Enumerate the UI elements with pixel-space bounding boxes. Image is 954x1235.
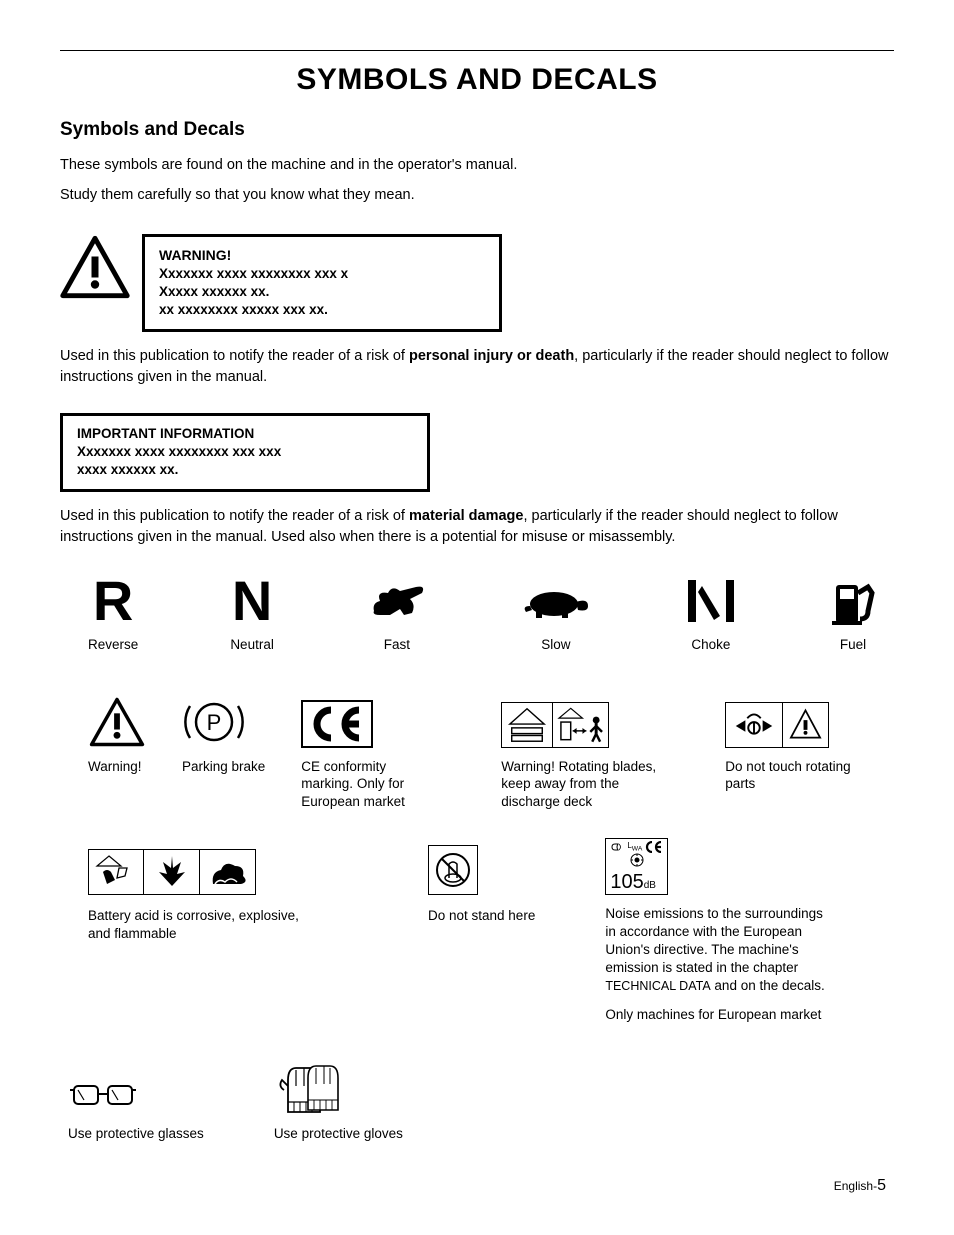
symbols-row-4: Use protective glasses: [60, 1056, 894, 1141]
info-title: IMPORTANT INFORMATION: [77, 426, 413, 441]
svg-text:P: P: [207, 710, 222, 735]
noise-value: 105: [610, 871, 643, 893]
ce-mark-icon: [301, 692, 441, 748]
gloves-icon: [274, 1056, 403, 1116]
reverse-label: Reverse: [88, 637, 138, 652]
symbol-fast: Fast: [366, 573, 428, 652]
symbol-battery-acid: Battery acid is corrosive, explosive, an…: [88, 839, 318, 943]
warning-block: WARNING! Xxxxxxx xxxx xxxxxxxx xxx x Xxx…: [60, 234, 894, 333]
page-footer: English-5: [834, 1177, 886, 1195]
rotating-blades-label: Warning! Rotating blades, keep away from…: [501, 758, 671, 811]
rotating-blades-icon: [501, 692, 671, 748]
choke-label: Choke: [691, 637, 730, 652]
info-para-bold: material damage: [409, 508, 523, 524]
symbols-row-3: Battery acid is corrosive, explosive, an…: [60, 839, 894, 1034]
neutral-glyph: N: [232, 573, 272, 629]
fuel-pump-icon: [830, 573, 876, 629]
turtle-icon: [520, 573, 592, 629]
symbol-choke: Choke: [684, 573, 738, 652]
battery-acid-label: Battery acid is corrosive, explosive, an…: [88, 907, 318, 943]
warning-label: Warning!: [88, 758, 146, 776]
neutral-label: Neutral: [230, 637, 274, 652]
glasses-icon: [68, 1056, 204, 1116]
ce-label: CE conformity marking. Only for European…: [301, 758, 441, 811]
symbol-no-stand: Do not stand here: [428, 839, 535, 925]
no-touch-label: Do not touch rotating parts: [725, 758, 875, 793]
noise-para-1: Noise emissions to the surroundings in a…: [605, 905, 825, 996]
warning-triangle-icon: [60, 234, 130, 305]
symbols-row-2: Warning! P Parking brake CE conformity m…: [60, 692, 894, 811]
fast-label: Fast: [384, 637, 410, 652]
warning-para: Used in this publication to notify the r…: [60, 346, 894, 387]
warning-para-pre: Used in this publication to notify the r…: [60, 348, 409, 364]
warning-box: WARNING! Xxxxxxx xxxx xxxxxxxx xxx x Xxx…: [142, 234, 502, 333]
warning-line-3: xx xxxxxxxx xxxxx xxx xx.: [159, 301, 485, 319]
intro-line-1: These symbols are found on the machine a…: [60, 155, 894, 175]
symbol-warning: Warning!: [88, 692, 146, 811]
info-para-pre: Used in this publication to notify the r…: [60, 508, 409, 524]
no-touch-icon: [725, 692, 875, 748]
fuel-label: Fuel: [840, 637, 866, 652]
info-para: Used in this publication to notify the r…: [60, 506, 894, 547]
noise-unit: dB: [644, 880, 656, 891]
reverse-glyph: R: [93, 573, 133, 629]
symbol-parking-brake: P Parking brake: [182, 692, 265, 811]
symbol-noise: LWA 105dB Noise emissions to the surroun…: [605, 839, 825, 1034]
warning-line-2: Xxxxx xxxxxx xx.: [159, 283, 485, 301]
symbol-fuel: Fuel: [830, 573, 876, 652]
top-rule: [60, 50, 894, 51]
noise-icon: LWA 105dB: [605, 839, 825, 895]
footer-lang: English-: [834, 1179, 877, 1193]
gloves-label: Use protective gloves: [274, 1126, 403, 1141]
symbol-no-touch: Do not touch rotating parts: [725, 692, 875, 811]
symbol-neutral: N Neutral: [230, 573, 274, 652]
page-title: SYMBOLS AND DECALS: [60, 63, 894, 97]
battery-acid-icon: [88, 839, 318, 895]
glasses-label: Use protective glasses: [68, 1126, 204, 1141]
parking-brake-label: Parking brake: [182, 758, 265, 776]
slow-label: Slow: [541, 637, 570, 652]
noise-para-2: Only machines for European market: [605, 1006, 825, 1024]
symbols-row-1: R Reverse N Neutral Fast Slow: [60, 573, 894, 652]
symbol-rotating-blades: Warning! Rotating blades, keep away from…: [501, 692, 671, 811]
symbol-reverse: R Reverse: [88, 573, 138, 652]
choke-icon: [684, 573, 738, 629]
no-stand-label: Do not stand here: [428, 907, 535, 925]
rabbit-icon: [366, 573, 428, 629]
intro-line-2: Study them carefully so that you know wh…: [60, 185, 894, 205]
symbol-glasses: Use protective glasses: [68, 1056, 204, 1141]
warning-icon: [88, 692, 146, 748]
section-title: Symbols and Decals: [60, 119, 894, 141]
no-stand-icon: [428, 839, 535, 895]
warning-title: WARNING!: [159, 247, 485, 263]
info-line-1: Xxxxxxx xxxx xxxxxxxx xxx xxx: [77, 443, 413, 461]
symbol-slow: Slow: [520, 573, 592, 652]
parking-brake-icon: P: [182, 692, 265, 748]
info-box: IMPORTANT INFORMATION Xxxxxxx xxxx xxxxx…: [60, 413, 430, 492]
warning-para-bold: personal injury or death: [409, 348, 574, 364]
warning-line-1: Xxxxxxx xxxx xxxxxxxx xxx x: [159, 265, 485, 283]
footer-page: 5: [877, 1177, 886, 1194]
info-line-2: xxxx xxxxxx xx.: [77, 461, 413, 479]
symbol-ce: CE conformity marking. Only for European…: [301, 692, 441, 811]
symbol-gloves: Use protective gloves: [274, 1056, 403, 1141]
